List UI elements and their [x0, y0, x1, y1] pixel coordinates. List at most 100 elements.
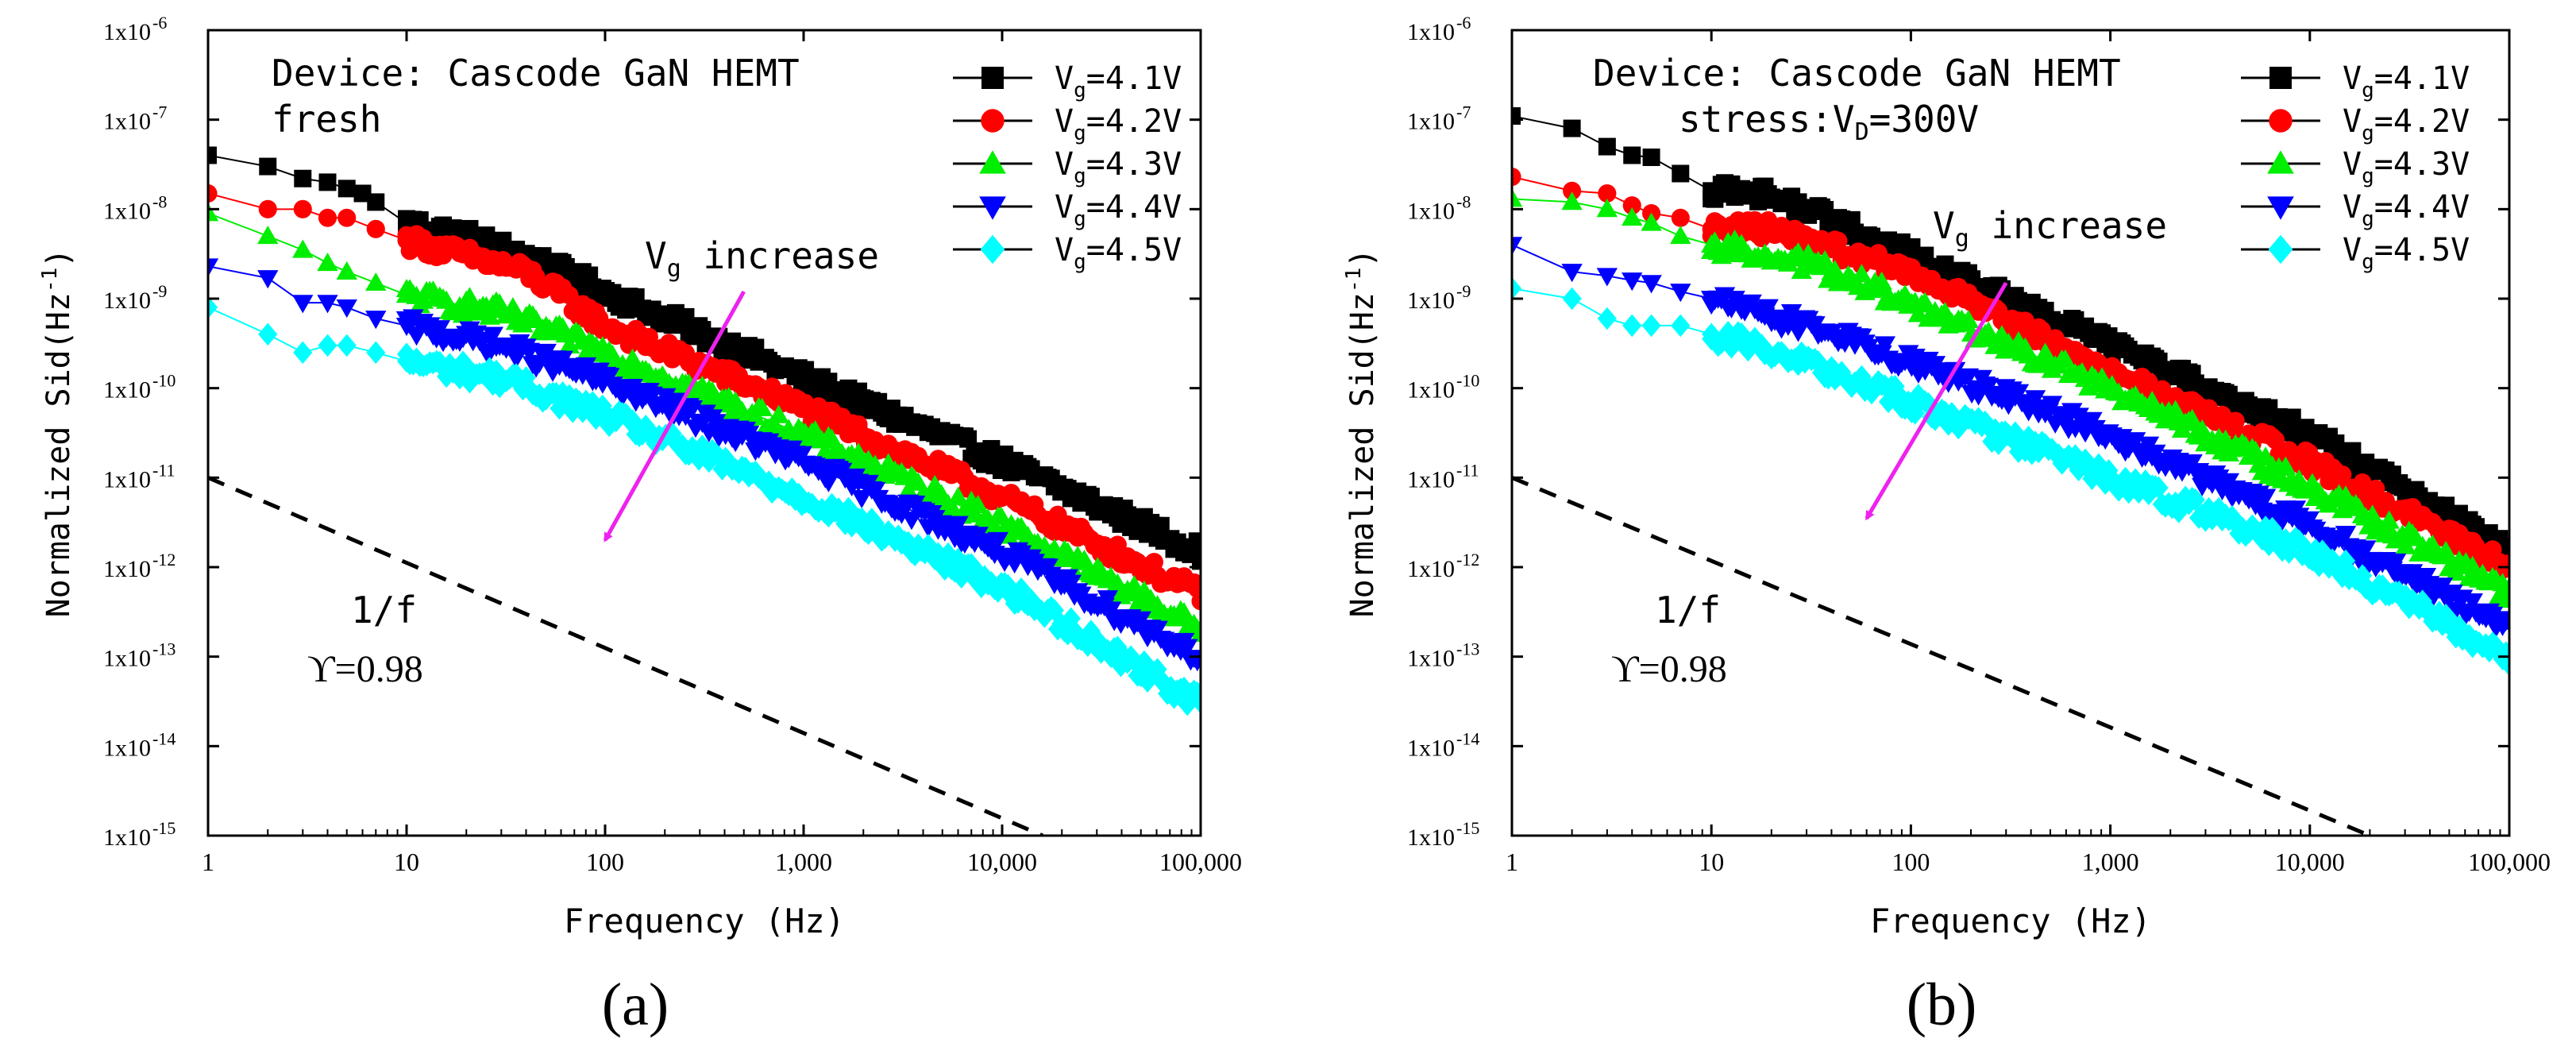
y-tick-label-exponent: -8 [152, 191, 167, 211]
data-point-Vg=4.3V-1 [1561, 191, 1583, 210]
y-tick-label-exponent: -15 [1456, 818, 1479, 838]
legend-marker-Vg=4.4V [2267, 196, 2294, 220]
x-tick-label: 1,000 [2082, 848, 2139, 876]
y-tick-label: 1x10 [1407, 824, 1455, 851]
data-point-Vg=4.1V-4 [337, 180, 356, 198]
data-point-Vg=4.2V-dense-38 [1829, 231, 1848, 250]
data-point-Vg=4.3V-dense-204 [1074, 549, 1095, 568]
series-Vg=4.5V [208, 295, 1201, 716]
data-point-Vg=4.3V-2 [292, 239, 314, 258]
legend-marker-Vg=4.3V [2267, 150, 2294, 174]
condition-annotation: stress:VD=300V [1679, 98, 1979, 146]
y-tick-label-exponent: -7 [152, 102, 167, 122]
y-tick-label-exponent: -12 [1456, 550, 1479, 570]
data-point-Vg=4.5V-0 [1512, 276, 1522, 300]
data-point-Vg=4.3V-dense-45 [1851, 264, 1872, 283]
data-point-Vg=4.2V-dense-157 [2226, 411, 2245, 431]
data-point-Vg=4.3V-dense-37 [1824, 260, 1845, 279]
y-tick-label: 1x10 [1407, 646, 1455, 672]
data-point-Vg=4.5V-dense-89 [692, 434, 712, 458]
data-point-Vg=4.4V-2 [1596, 268, 1618, 287]
y-tick-label-exponent: -14 [152, 728, 175, 748]
data-point-Vg=4.3V-dense-147 [2192, 419, 2213, 438]
y-tick-label-exponent: -13 [152, 639, 175, 659]
data-point-Vg=4.4V-dense-190 [2335, 525, 2357, 545]
data-point-Vg=4.5V-dense-110 [2069, 458, 2088, 481]
data-point-Vg=4.5V-dense-201 [1064, 619, 1085, 643]
data-point-Vg=4.4V-dense-92 [2007, 384, 2030, 403]
data-point-Vg=4.1V-dense-34 [1816, 201, 1834, 219]
legend-label: Vg=4.2V [2343, 103, 2470, 145]
data-point-Vg=4.2V-dense-189 [2333, 465, 2352, 485]
data-point-Vg=4.4V-dense-239 [2498, 612, 2509, 631]
slope-label-gamma: ϒ=0.98 [307, 648, 423, 690]
vg-increase-arrow [603, 290, 746, 543]
data-point-Vg=4.5V-dense-27 [486, 359, 507, 383]
data-point-Vg=4.1V-dense-60 [1903, 238, 1921, 256]
data-point-Vg=4.5V-dense-190 [2335, 549, 2356, 573]
data-point-Vg=4.3V-dense-54 [575, 342, 597, 361]
data-point-Vg=4.1V-6 [367, 193, 385, 211]
data-point-Vg=4.3V-dense-100 [2034, 342, 2056, 361]
y-tick-label: 1x10 [103, 198, 151, 224]
data-point-Vg=4.3V-dense-128 [821, 428, 843, 447]
data-point-Vg=4.5V-dense-133 [839, 496, 858, 520]
data-point-Vg=4.4V-3 [317, 295, 338, 314]
data-point-Vg=4.5V-dense-83 [673, 434, 692, 457]
data-point-Vg=4.1V-dense-239 [2501, 541, 2509, 559]
data-point-Vg=4.5V-dense-134 [2149, 476, 2169, 500]
data-point-Vg=4.3V-dense-77 [1957, 310, 1980, 329]
data-point-Vg=4.4V-dense-33 [505, 349, 527, 369]
y-tick-label: 1x10 [103, 824, 151, 851]
data-series-group [208, 146, 1201, 716]
y-tick-label-exponent: -11 [152, 460, 175, 480]
data-point-Vg=4.5V-dense-214 [1108, 635, 1128, 658]
data-point-Vg=4.4V-dense-211 [1097, 590, 1119, 609]
vg-increase-label: Vg increase [645, 234, 879, 283]
data-point-Vg=4.2V-4 [337, 208, 357, 227]
data-point-Vg=4.4V-dense-137 [851, 489, 873, 509]
data-point-Vg=4.3V-dense-139 [2165, 400, 2186, 419]
data-point-Vg=4.4V-2 [292, 295, 314, 314]
data-point-Vg=4.1V-2 [1598, 137, 1616, 156]
data-point-Vg=4.3V-dense-154 [908, 472, 929, 491]
data-point-Vg=4.3V-3 [1622, 207, 1643, 226]
data-point-Vg=4.1V-dense-239 [1192, 552, 1201, 570]
data-point-Vg=4.2V-0 [208, 183, 218, 203]
data-point-Vg=4.2V-2 [293, 199, 312, 218]
y-axis-label: Normalized Sid(Hz-1) [38, 249, 77, 618]
y-tick-label: 1x10 [1407, 377, 1455, 404]
data-point-Vg=4.3V-dense-68 [622, 348, 643, 367]
data-point-Vg=4.5V-dense-131 [2138, 482, 2159, 506]
y-tick-label-exponent: -15 [152, 818, 175, 838]
data-point-Vg=4.1V-2 [294, 169, 312, 187]
legend-marker-Vg=4.5V [2268, 234, 2293, 265]
data-point-Vg=4.2V-5 [366, 219, 385, 238]
x-tick-label: 10 [1699, 848, 1724, 876]
legend-marker-Vg=4.3V [979, 150, 1006, 174]
legend-label: Vg=4.4V [1055, 189, 1182, 231]
data-point-Vg=4.5V-dense-24 [476, 365, 496, 388]
data-point-Vg=4.5V-dense-148 [889, 524, 908, 548]
data-point-Vg=4.1V-1 [259, 157, 277, 176]
data-point-Vg=4.3V-dense-198 [2362, 504, 2383, 523]
data-point-Vg=4.4V-dense-219 [2431, 577, 2454, 597]
data-point-Vg=4.1V-0 [1512, 107, 1521, 126]
panel-label: (a) [602, 971, 669, 1038]
legend-label: Vg=4.3V [2343, 146, 2470, 188]
data-point-Vg=4.1V-3 [1623, 146, 1641, 164]
legend-entry-Vg=4.2V: Vg=4.2V [953, 103, 1182, 145]
y-tick-label-exponent: -10 [152, 371, 175, 391]
legend-marker-Vg=4.2V [981, 109, 1005, 133]
data-point-Vg=4.2V-1 [1563, 181, 1582, 200]
y-axis-label: Normalized Sid(Hz-1) [1342, 249, 1381, 618]
y-tick-label: 1x10 [1407, 735, 1455, 761]
data-point-Vg=4.5V-dense-185 [1011, 577, 1032, 601]
data-point-Vg=4.1V-3 [318, 173, 337, 191]
x-tick-label: 1 [202, 848, 214, 876]
legend-label: Vg=4.5V [1055, 232, 1182, 274]
data-point-Vg=4.5V-dense-50 [563, 400, 583, 423]
data-point-Vg=4.5V-2 [1597, 307, 1617, 330]
y-tick-label-exponent: -10 [1456, 371, 1479, 391]
data-point-Vg=4.3V-dense-151 [897, 480, 919, 499]
